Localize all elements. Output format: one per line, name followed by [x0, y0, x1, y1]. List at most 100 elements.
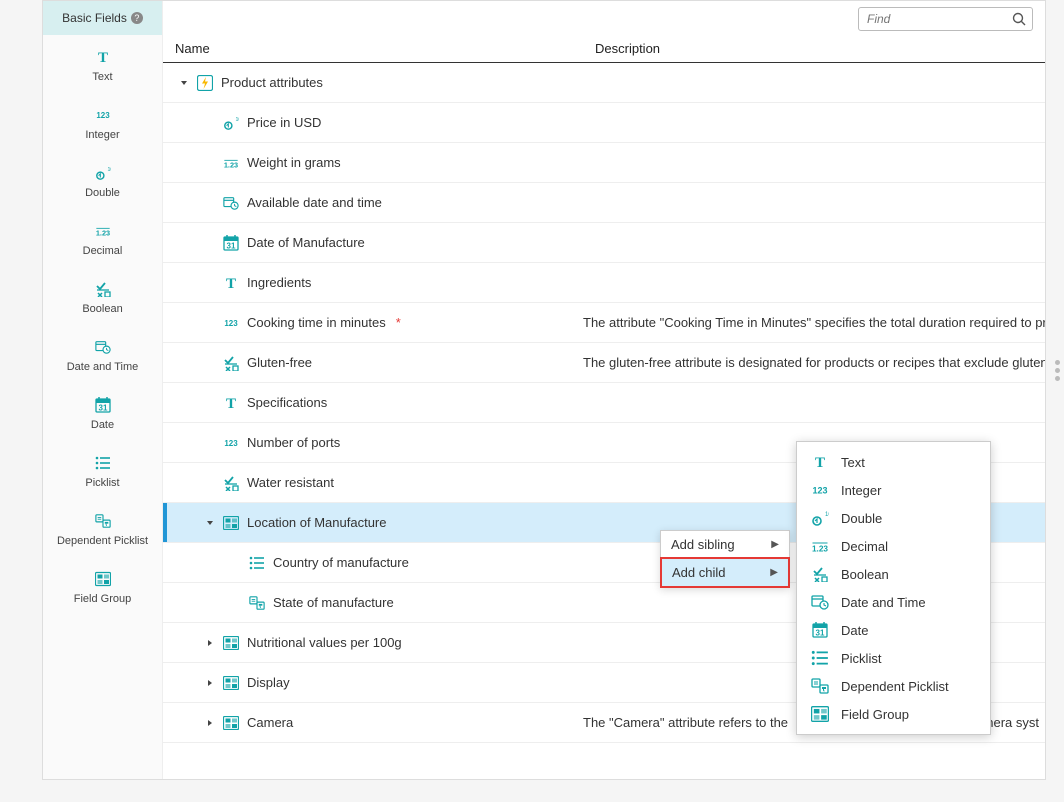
datetime-icon	[223, 195, 239, 211]
table-row[interactable]: 1.23Weight in grams	[163, 143, 1045, 183]
flyout-item-integer[interactable]: 123Integer	[797, 476, 990, 504]
sidebar-item-date[interactable]: 31 Date	[43, 383, 162, 441]
flyout-item-picklist[interactable]: Picklist	[797, 644, 990, 672]
sidebar-item-decimal[interactable]: 1.23Decimal	[43, 209, 162, 267]
flyout-item-boolean[interactable]: Boolean	[797, 560, 990, 588]
search-input[interactable]	[858, 7, 1033, 31]
svg-text:1.23: 1.23	[95, 229, 109, 238]
flyout-item-double[interactable]: 100Double	[797, 504, 990, 532]
sidebar-item-picklist[interactable]: Picklist	[43, 441, 162, 499]
deppicklist-icon	[249, 595, 265, 611]
caret-placeholder	[231, 598, 241, 608]
svg-text:31: 31	[816, 629, 825, 638]
drag-handle-icon[interactable]	[1055, 360, 1060, 381]
date-icon: 31	[223, 235, 239, 251]
flyout-item-label: Field Group	[841, 707, 909, 722]
sidebar-item-datetime[interactable]: Date and Time	[43, 325, 162, 383]
topbar	[163, 1, 1045, 35]
sidebar-item-label: Integer	[85, 129, 119, 141]
row-name: Product attributes	[221, 75, 323, 90]
context-menu-label: Add child	[672, 565, 725, 580]
row-name-cell: TSpecifications	[163, 395, 583, 411]
svg-text:T: T	[97, 50, 107, 65]
caret-placeholder	[205, 358, 215, 368]
flyout-item-deppicklist[interactable]: Dependent Picklist	[797, 672, 990, 700]
svg-text:1.23: 1.23	[224, 160, 238, 169]
double-icon: 100	[811, 510, 829, 526]
row-name: Country of manufacture	[273, 555, 409, 570]
table-header: Name Description	[163, 35, 1045, 63]
svg-text:123: 123	[224, 319, 238, 328]
picklist-icon	[811, 650, 829, 666]
deppicklist-icon	[811, 678, 829, 694]
flyout-item-text[interactable]: TText	[797, 448, 990, 476]
text-icon: T	[223, 275, 239, 291]
row-name-cell: TIngredients	[163, 275, 583, 291]
row-name-cell: 31 Date of Manufacture	[163, 235, 583, 251]
table-row[interactable]: 123Cooking time in minutes*The attribute…	[163, 303, 1045, 343]
sidebar-item-text[interactable]: TText	[43, 35, 162, 93]
caret-placeholder	[205, 158, 215, 168]
row-name-cell: Nutritional values per 100g	[163, 635, 583, 651]
deppicklist-icon	[95, 513, 111, 529]
caret-down-icon[interactable]	[205, 518, 215, 528]
table-row[interactable]: Product attributes	[163, 63, 1045, 103]
row-name: Camera	[247, 715, 293, 730]
row-name-cell: Display	[163, 675, 583, 691]
sidebar-item-boolean[interactable]: Boolean	[43, 267, 162, 325]
caret-right-icon[interactable]	[205, 718, 215, 728]
row-name: Price in USD	[247, 115, 321, 130]
fieldgroup-icon	[223, 515, 239, 531]
context-menu-item[interactable]: Add child▶	[660, 557, 790, 588]
table-row[interactable]: 100Price in USD	[163, 103, 1045, 143]
search-box	[858, 7, 1033, 31]
row-name-cell: Available date and time	[163, 195, 583, 211]
row-name: Date of Manufacture	[247, 235, 365, 250]
sidebar-item-double[interactable]: 100Double	[43, 151, 162, 209]
flyout-item-decimal[interactable]: 1.23Decimal	[797, 532, 990, 560]
column-header-description[interactable]: Description	[595, 41, 1045, 56]
table-row[interactable]: TIngredients	[163, 263, 1045, 303]
search-icon[interactable]	[1011, 11, 1027, 27]
integer-icon: 123	[223, 315, 239, 331]
decimal-icon: 1.23	[811, 538, 829, 554]
sidebar-item-label: Date	[91, 419, 114, 431]
sidebar: Basic Fields ? TText123Integer100Double1…	[43, 1, 163, 779]
table-row[interactable]: Gluten-freeThe gluten-free attribute is …	[163, 343, 1045, 383]
table-row[interactable]: Available date and time	[163, 183, 1045, 223]
double-icon: 100	[95, 165, 111, 181]
sidebar-item-label: Date and Time	[67, 361, 139, 373]
sidebar-item-label: Picklist	[85, 477, 119, 489]
fieldgroup-icon	[223, 675, 239, 691]
sidebar-item-deppicklist[interactable]: Dependent Picklist	[43, 499, 162, 557]
boolean-icon	[95, 281, 111, 297]
row-name-cell: 1.23Weight in grams	[163, 155, 583, 171]
flyout-item-datetime[interactable]: Date and Time	[797, 588, 990, 616]
sidebar-item-integer[interactable]: 123Integer	[43, 93, 162, 151]
row-description-overflow: nera syst	[986, 715, 1039, 730]
column-header-name[interactable]: Name	[175, 41, 595, 56]
flyout-item-fieldgroup[interactable]: Field Group	[797, 700, 990, 728]
caret-right-icon[interactable]	[205, 678, 215, 688]
row-name: State of manufacture	[273, 595, 394, 610]
sidebar-item-fieldgroup[interactable]: Field Group	[43, 557, 162, 615]
caret-placeholder	[205, 438, 215, 448]
caret-down-icon[interactable]	[179, 78, 189, 88]
row-name-cell: Location of Manufacture	[163, 515, 583, 531]
context-flyout: TText123Integer100Double1.23DecimalBoole…	[796, 441, 991, 735]
svg-text:31: 31	[98, 404, 107, 413]
caret-placeholder	[205, 238, 215, 248]
row-name-cell: Gluten-free	[163, 355, 583, 371]
info-icon[interactable]: ?	[131, 12, 143, 24]
row-name-cell: State of manufacture	[163, 595, 583, 611]
flyout-item-date[interactable]: 31Date	[797, 616, 990, 644]
table-row[interactable]: 31 Date of Manufacture	[163, 223, 1045, 263]
row-name: Nutritional values per 100g	[247, 635, 402, 650]
datetime-icon	[811, 594, 829, 610]
row-name-cell: 123Cooking time in minutes*	[163, 315, 583, 331]
decimal-icon: 1.23	[223, 155, 239, 171]
table-row[interactable]: TSpecifications	[163, 383, 1045, 423]
caret-right-icon[interactable]	[205, 638, 215, 648]
context-menu-item[interactable]: Add sibling▶	[661, 531, 789, 558]
integer-icon: 123	[223, 435, 239, 451]
